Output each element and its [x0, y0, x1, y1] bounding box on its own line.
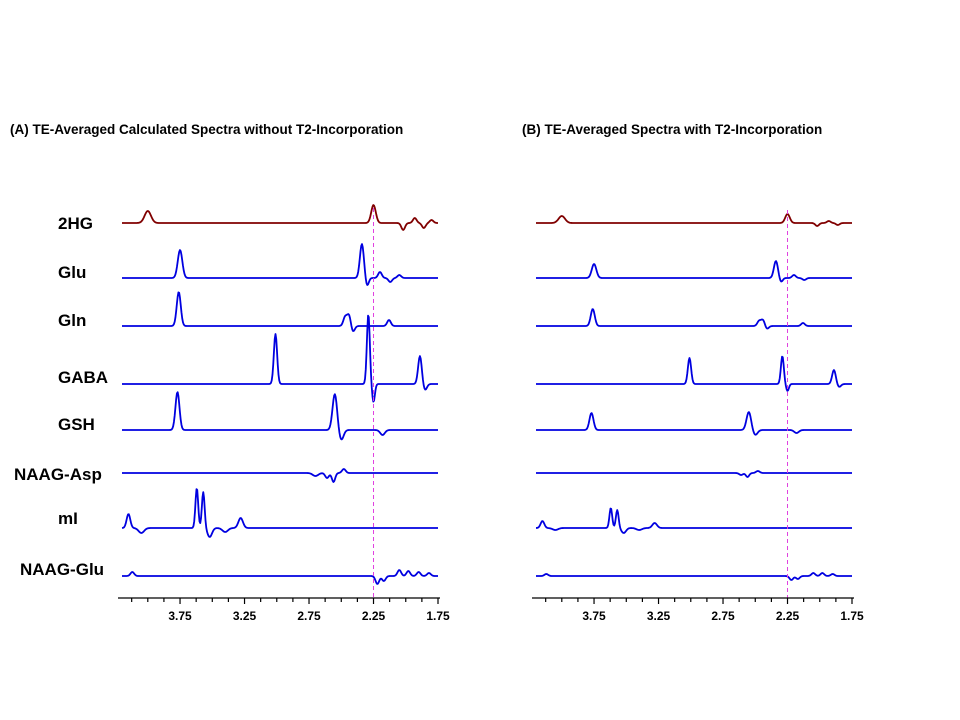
- tick-label-a: 2.25: [362, 609, 386, 623]
- row-label-naag-asp: NAAG-Asp: [14, 465, 102, 484]
- spectrum-a-gaba: [121, 314, 439, 403]
- spectrum-b-gaba: [535, 355, 853, 392]
- tick-label-b: 3.75: [582, 609, 606, 623]
- spectrum-a-naag-glu: [121, 569, 439, 585]
- spectrum-b-mi: [535, 507, 853, 534]
- row-label-gsh: GSH: [58, 415, 95, 434]
- tick-label-b: 2.25: [776, 609, 800, 623]
- spectrum-a-2hg: [121, 204, 439, 231]
- row-label-glu: Glu: [58, 263, 86, 282]
- panel-b-title: (B) TE-Averaged Spectra with T2-Incorpor…: [522, 122, 822, 137]
- spectrum-a-glu: [121, 243, 439, 286]
- spectrum-b-gsh: [535, 411, 853, 436]
- row-label-naag-glu: NAAG-Glu: [20, 560, 104, 579]
- spectrum-b-2hg: [535, 213, 853, 227]
- axes-layer: 3.75 3.25 2.75 2.25 1.75 3.75 3.25 2.75 2.25 1.75: [118, 208, 864, 623]
- tick-label-a: 1.75: [426, 609, 450, 623]
- spectrum-b-naag-asp: [535, 470, 853, 478]
- spectrum-a-mi: [121, 488, 439, 538]
- spectrum-b-glu: [535, 260, 853, 283]
- row-label-gln: Gln: [58, 311, 86, 330]
- tick-label-b: 1.75: [840, 609, 864, 623]
- spectrum-b-naag-glu: [535, 572, 853, 581]
- spectra-layer: [121, 204, 853, 585]
- tick-label-b: 2.75: [711, 609, 735, 623]
- tick-label-a: 3.25: [233, 609, 257, 623]
- row-label-gaba: GABA: [58, 368, 108, 387]
- row-label-mi: mI: [58, 509, 78, 528]
- spectrum-a-gln: [121, 291, 439, 332]
- spectrum-a-naag-asp: [121, 468, 439, 483]
- tick-label-a: 2.75: [297, 609, 321, 623]
- row-label-2hg: 2HG: [58, 214, 93, 233]
- tick-label-b: 3.25: [647, 609, 671, 623]
- panel-a-title: (A) TE-Averaged Calculated Spectra witho…: [10, 122, 403, 137]
- spectrum-a-gsh: [121, 391, 439, 441]
- spectrum-b-gln: [535, 308, 853, 330]
- tick-label-a: 3.75: [168, 609, 192, 623]
